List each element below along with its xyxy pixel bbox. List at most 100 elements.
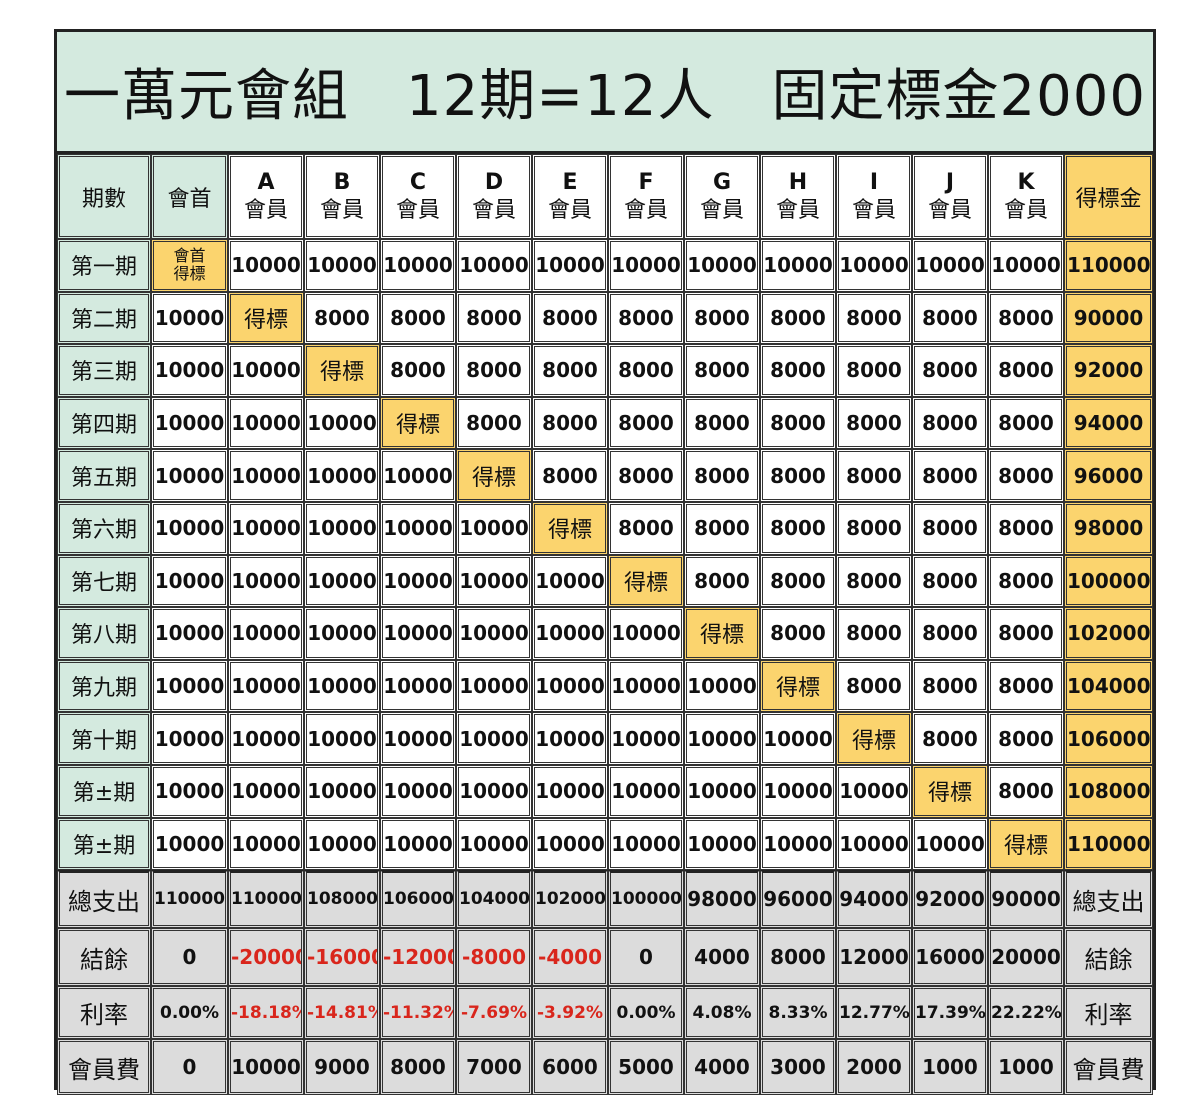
rosca-table: 期數 會首 A 會員 B 會員 C 會員 D 會員 E 會員 F 會員 G 會員 H 會員 I 會員 J 會員 K 會員 得標金… [57, 154, 1153, 1096]
payment-cell: 10000 [304, 449, 380, 502]
payment-cell: 10000 [456, 659, 532, 713]
won-cell: 得標 [380, 396, 456, 450]
payment-cell: 10000 [228, 659, 304, 713]
payment-cell: 10000 [380, 817, 456, 871]
payment-cell: 10000 [760, 239, 836, 292]
payment-cell: 8000 [760, 607, 836, 660]
payment-cell: 8000 [760, 501, 836, 555]
payment-cell: 10000 [836, 764, 912, 818]
member-label: 會員 [319, 197, 364, 223]
summary-value: -11.32% [380, 986, 456, 1040]
payment-cell: 8000 [912, 501, 988, 555]
payment-cell: 8000 [608, 344, 684, 397]
header-member-a: A 會員 [228, 154, 304, 239]
payment-cell: 10000 [228, 239, 304, 292]
payment-cell: 10000 [228, 344, 304, 397]
payment-cell: 10000 [304, 659, 380, 713]
payment-cell: 10000 [456, 764, 532, 818]
header-period: 期數 [57, 154, 151, 239]
won-cell: 得標 [532, 501, 608, 555]
payment-cell: 10000 [608, 817, 684, 871]
summary-value: 92000 [912, 870, 988, 929]
period-row: 第十期 10000 10000 10000 10000 10000 10000 10000 10… [57, 712, 1153, 765]
summary-value: 4000 [684, 928, 760, 987]
summary-label: 利率 [57, 986, 151, 1040]
summary-label: 總支出 [57, 870, 151, 929]
period-row: 第三期 10000 10000 得標 8000 8000 8000 8000 8000 8000 8… [57, 344, 1153, 397]
payment-cell: 8000 [836, 344, 912, 397]
summary-value: 3000 [760, 1039, 836, 1096]
payment-cell: 8000 [836, 291, 912, 345]
header-bid-total: 得標金 [1064, 154, 1153, 239]
summary-label: 結餘 [57, 928, 151, 987]
payment-cell: 8000 [912, 659, 988, 713]
won-cell: 得標 [760, 659, 836, 713]
payment-cell: 8000 [760, 449, 836, 502]
payment-cell: 10000 [304, 554, 380, 608]
payment-cell: 8000 [456, 291, 532, 345]
payment-cell: 10000 [304, 764, 380, 818]
summary-value: 6000 [532, 1039, 608, 1096]
payment-cell: 10000 [228, 607, 304, 660]
payment-cell: 8000 [684, 501, 760, 555]
summary-value: 0 [151, 1039, 228, 1096]
bid-total-cell: 110000 [1064, 817, 1153, 871]
payment-cell: 10000 [380, 554, 456, 608]
payment-cell: 10000 [684, 239, 760, 292]
payment-cell: 10000 [608, 764, 684, 818]
header-row: 期數 會首 A 會員 B 會員 C 會員 D 會員 E 會員 F 會員 G 會員 H 會員 I 會員 J 會員 K 會員 得標金 [57, 154, 1153, 239]
summary-value: -20000 [228, 928, 304, 987]
summary-value: 94000 [836, 870, 912, 929]
payment-cell: 8000 [836, 554, 912, 608]
member-label: 會員 [699, 197, 744, 223]
payment-cell: 10000 [912, 817, 988, 871]
won-cell: 得標 [836, 712, 912, 765]
member-label: 會員 [927, 197, 972, 223]
payment-cell: 10000 [151, 607, 228, 660]
payment-cell: 10000 [760, 764, 836, 818]
payment-cell: 8000 [608, 396, 684, 450]
payment-cell: 10000 [304, 817, 380, 871]
payment-cell: 10000 [608, 712, 684, 765]
summary-value: 104000 [456, 870, 532, 929]
payment-cell: 8000 [684, 396, 760, 450]
payment-cell: 10000 [228, 449, 304, 502]
period-label: 第十期 [57, 712, 151, 765]
payment-cell: 8000 [988, 501, 1064, 555]
payment-cell: 10000 [456, 712, 532, 765]
summary-value: -14.81% [304, 986, 380, 1040]
payment-cell: 8000 [836, 607, 912, 660]
period-row: 第七期 10000 10000 10000 10000 10000 10000 得標 8000 8… [57, 554, 1153, 608]
payment-cell: 10000 [151, 344, 228, 397]
won-cell: 得標 [304, 344, 380, 397]
payment-cell: 10000 [684, 764, 760, 818]
payment-cell: 8000 [988, 396, 1064, 450]
summary-value: 98000 [684, 870, 760, 929]
member-letter: F [638, 169, 654, 195]
page-title: 一萬元會組 12期=12人 固定標金2000 [57, 32, 1153, 154]
payment-cell: 10000 [380, 712, 456, 765]
won-cell: 得標 [228, 291, 304, 345]
bid-total-cell: 102000 [1064, 607, 1153, 660]
bid-total-cell: 96000 [1064, 449, 1153, 502]
summary-value: 96000 [760, 870, 836, 929]
period-label: 第二期 [57, 291, 151, 345]
payment-cell: 10000 [532, 607, 608, 660]
member-label: 會員 [243, 197, 288, 223]
period-row: 第六期 10000 10000 10000 10000 10000 得標 8000 8000 80… [57, 501, 1153, 555]
summary-value: 2000 [836, 1039, 912, 1096]
summary-value: 8000 [760, 928, 836, 987]
payment-cell: 10000 [684, 712, 760, 765]
header-member-g: G 會員 [684, 154, 760, 239]
summary-value: 4.08% [684, 986, 760, 1040]
summary-value: 1000 [988, 1039, 1064, 1096]
payment-cell: 8000 [836, 396, 912, 450]
period-row: 第±期 10000 10000 10000 10000 10000 10000 10000 10… [57, 764, 1153, 818]
payment-cell: 8000 [380, 344, 456, 397]
payment-cell: 8000 [760, 396, 836, 450]
summary-value: 20000 [988, 928, 1064, 987]
summary-value: 100000 [608, 870, 684, 929]
payment-cell: 10000 [532, 239, 608, 292]
payment-cell: 10000 [380, 501, 456, 555]
won-cell: 得標 [456, 449, 532, 502]
